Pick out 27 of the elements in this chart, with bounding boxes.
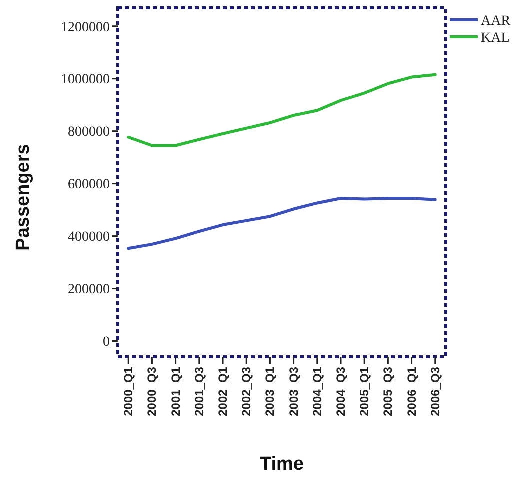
line-series (127, 197, 437, 250)
y-tick-label: 200000 (68, 282, 110, 298)
y-tick-label: 1200000 (61, 20, 110, 36)
x-tick-label: 2000_Q1 (122, 366, 136, 416)
x-tick-label: 2001_Q3 (192, 366, 206, 416)
x-tick-label: 2001_Q1 (168, 366, 183, 416)
x-tick-label: 2006_Q3 (428, 366, 442, 416)
y-tick-label: 800000 (68, 125, 110, 140)
x-tick-label: 2002_Q3 (240, 366, 254, 416)
line-series (127, 73, 437, 148)
legend-label: AAR (481, 14, 512, 29)
y-tick-label: 600000 (68, 178, 110, 193)
y-tick-label: 0 (103, 335, 110, 350)
x-tick-label: 2003_Q3 (286, 366, 301, 416)
x-tick-label: 2002_Q1 (216, 366, 230, 416)
y-axis-title: Passengers (13, 144, 34, 251)
x-axis-title: Time (260, 454, 304, 475)
x-tick-label: 2000_Q3 (145, 366, 160, 416)
x-tick-label: 2004_Q1 (310, 366, 324, 416)
legend-label: KAL (481, 30, 510, 46)
x-tick-label: 2004_Q3 (334, 366, 348, 416)
x-tick-label: 2003_Q1 (263, 366, 278, 416)
y-tick-label: 1000000 (61, 72, 110, 88)
y-tick-label: 400000 (68, 230, 110, 246)
x-tick-label: 2006_Q1 (404, 366, 419, 416)
x-tick-label: 2005_Q3 (381, 366, 396, 416)
x-tick-label: 2005_Q1 (358, 366, 372, 416)
